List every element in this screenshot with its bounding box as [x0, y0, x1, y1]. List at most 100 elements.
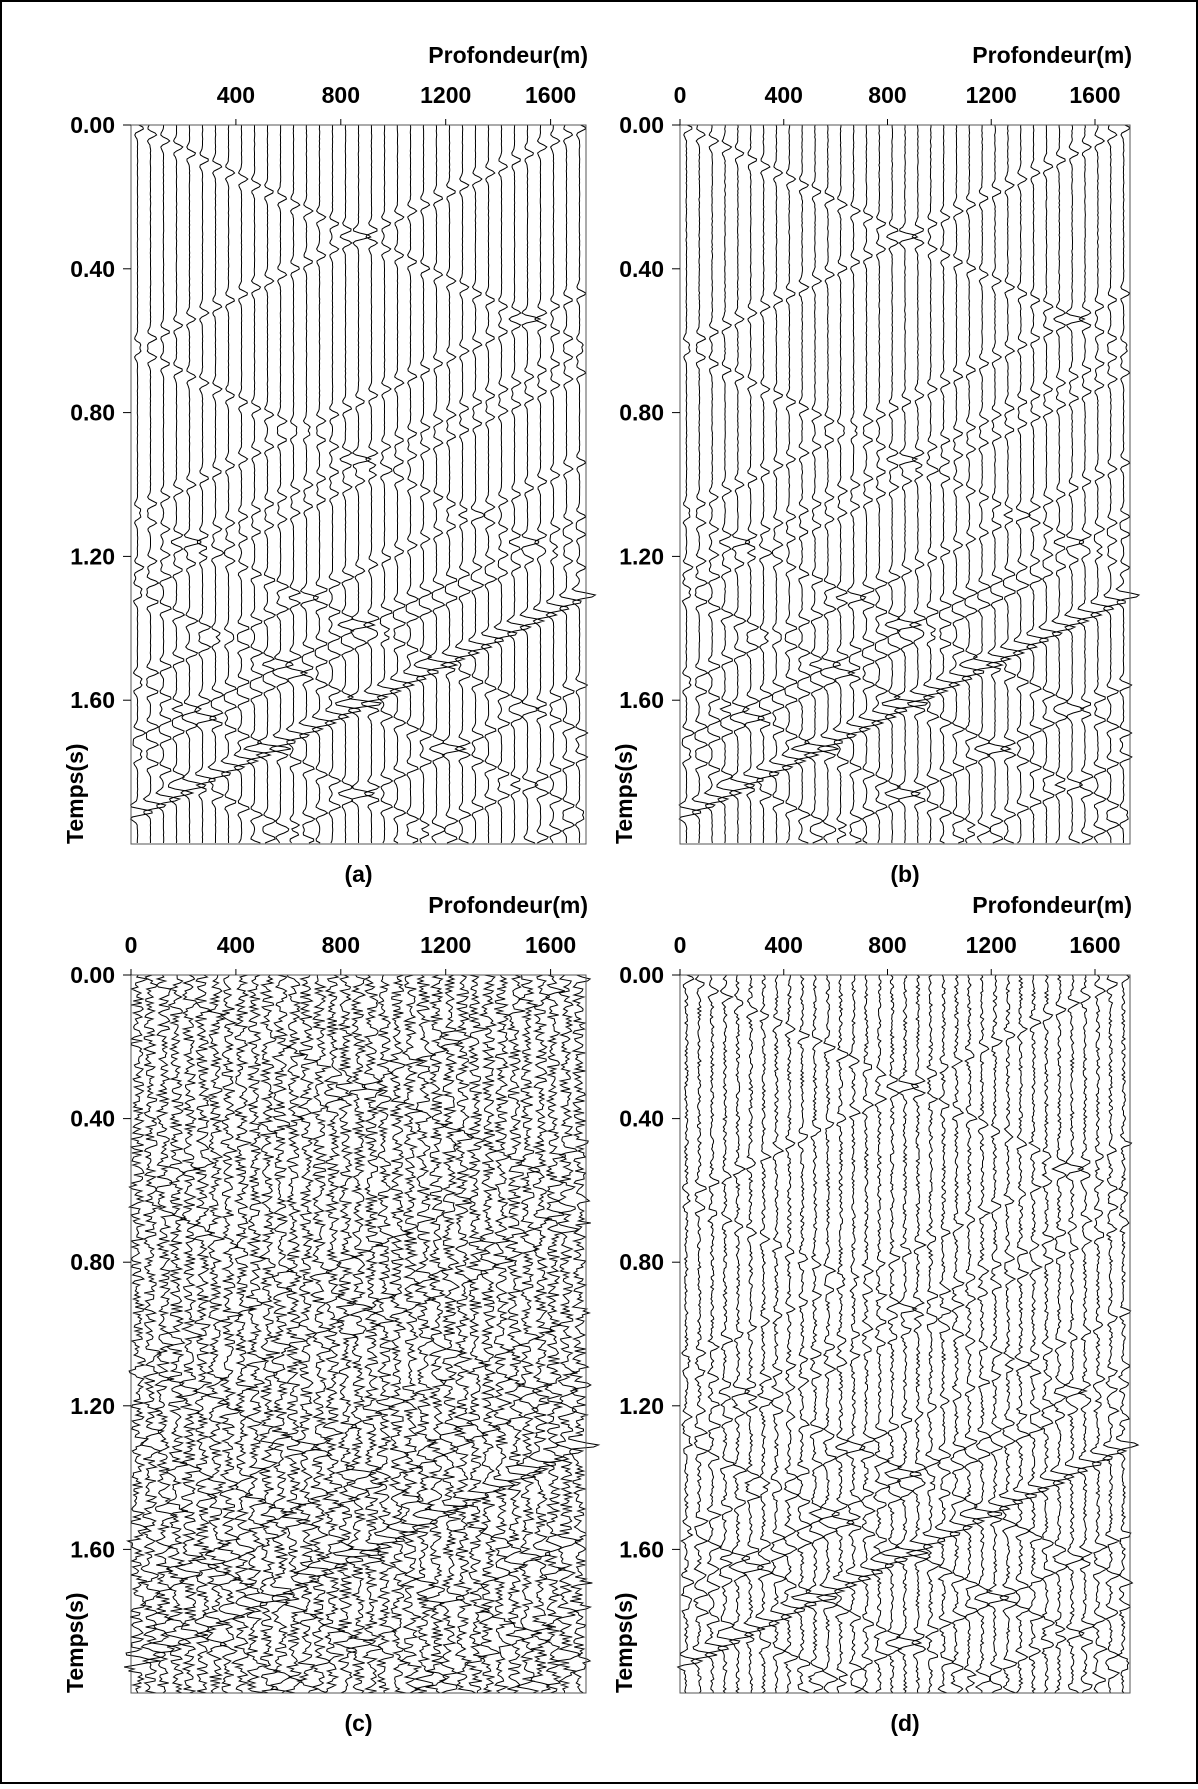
- x-tick-label: 400: [765, 82, 803, 108]
- trace: [803, 974, 838, 1694]
- trace: [1026, 124, 1049, 844]
- trace: [816, 124, 843, 844]
- x-tick-label: 0: [125, 932, 138, 958]
- y-tick-label: 0.40: [70, 256, 115, 282]
- trace: [220, 124, 246, 844]
- caption: (c): [344, 1710, 372, 1736]
- y-tick-label: 1.20: [70, 543, 115, 569]
- trace: [768, 124, 794, 844]
- trace: [1049, 974, 1075, 1694]
- trace: [704, 975, 730, 1694]
- trace: [905, 974, 934, 1694]
- y-tick-label: 0.00: [619, 112, 664, 138]
- trace: [298, 124, 325, 844]
- x-tick-label: 0: [674, 82, 687, 108]
- trace: [207, 125, 232, 844]
- x-axis-label: Profondeur(m): [428, 42, 588, 68]
- trace: [519, 124, 546, 844]
- x-tick-label: 1600: [525, 932, 576, 958]
- trace: [230, 974, 262, 1694]
- trace: [935, 124, 961, 844]
- caption: (b): [890, 861, 919, 887]
- trace: [504, 974, 536, 1694]
- trace: [360, 124, 389, 844]
- trace: [1089, 974, 1113, 1694]
- trace: [716, 124, 743, 844]
- trace: [545, 125, 570, 844]
- trace: [558, 124, 582, 843]
- trace: [255, 124, 292, 844]
- y-tick-label: 0.80: [70, 400, 115, 426]
- trace: [139, 974, 166, 1694]
- trace: [438, 974, 469, 1694]
- trace: [311, 124, 338, 844]
- trace: [906, 125, 936, 844]
- trace: [454, 124, 481, 844]
- trace: [858, 124, 885, 844]
- trace: [691, 124, 716, 844]
- trace: [831, 974, 858, 1694]
- trace: [922, 974, 946, 1694]
- trace: [972, 974, 1003, 1694]
- trace: [411, 974, 438, 1694]
- trace: [413, 124, 439, 844]
- trace: [894, 974, 929, 1694]
- trace: [832, 124, 858, 844]
- trace: [426, 124, 459, 844]
- trace: [151, 974, 183, 1694]
- y-tick-label: 0.00: [70, 962, 115, 988]
- x-tick-label: 1200: [420, 932, 471, 958]
- x-axis-label: Profondeur(m): [972, 42, 1132, 68]
- trace: [690, 974, 718, 1694]
- x-tick-label: 400: [765, 932, 803, 958]
- x-tick-label: 800: [322, 932, 360, 958]
- trace: [306, 974, 335, 1694]
- trace: [1037, 974, 1066, 1694]
- trace: [163, 975, 192, 1694]
- trace: [242, 125, 272, 844]
- plot-frame: [679, 974, 1131, 1694]
- y-tick-label: 0.80: [619, 1249, 664, 1275]
- trace: [959, 974, 986, 1694]
- trace: [527, 974, 557, 1694]
- trace: [324, 124, 350, 844]
- trace: [515, 974, 550, 1694]
- x-axis-label: Profondeur(m): [428, 892, 588, 918]
- trace: [490, 974, 522, 1694]
- y-tick-label: 0.00: [70, 112, 115, 138]
- trace: [402, 124, 427, 844]
- trace: [948, 974, 974, 1694]
- trace: [728, 124, 756, 844]
- trace: [319, 974, 348, 1694]
- trace: [376, 125, 403, 844]
- trace: [268, 125, 296, 844]
- trace: [233, 124, 260, 844]
- trace: [142, 124, 167, 844]
- trace: [243, 974, 268, 1694]
- y-tick-label: 0.80: [70, 1249, 115, 1275]
- trace: [180, 124, 207, 844]
- trace: [985, 124, 1013, 844]
- trace: [439, 124, 467, 844]
- trace: [998, 974, 1024, 1694]
- trace: [358, 974, 393, 1694]
- x-tick-label: 1200: [966, 82, 1017, 108]
- trace: [755, 125, 780, 844]
- trace: [1090, 124, 1115, 844]
- y-tick-label: 0.80: [619, 400, 664, 426]
- x-tick-label: 1600: [1069, 82, 1120, 108]
- trace: [1063, 974, 1089, 1694]
- y-tick-label: 0.40: [619, 1106, 664, 1132]
- trace: [740, 974, 766, 1694]
- trace: [790, 974, 817, 1694]
- trace: [985, 974, 1011, 1694]
- x-tick-label: 800: [868, 932, 906, 958]
- trace: [922, 125, 949, 844]
- trace: [372, 974, 406, 1694]
- trace: [803, 124, 839, 844]
- x-tick-label: 1600: [1069, 932, 1120, 958]
- trace: [345, 974, 389, 1694]
- trace: [506, 124, 532, 844]
- trace: [781, 125, 807, 844]
- trace: [285, 124, 310, 844]
